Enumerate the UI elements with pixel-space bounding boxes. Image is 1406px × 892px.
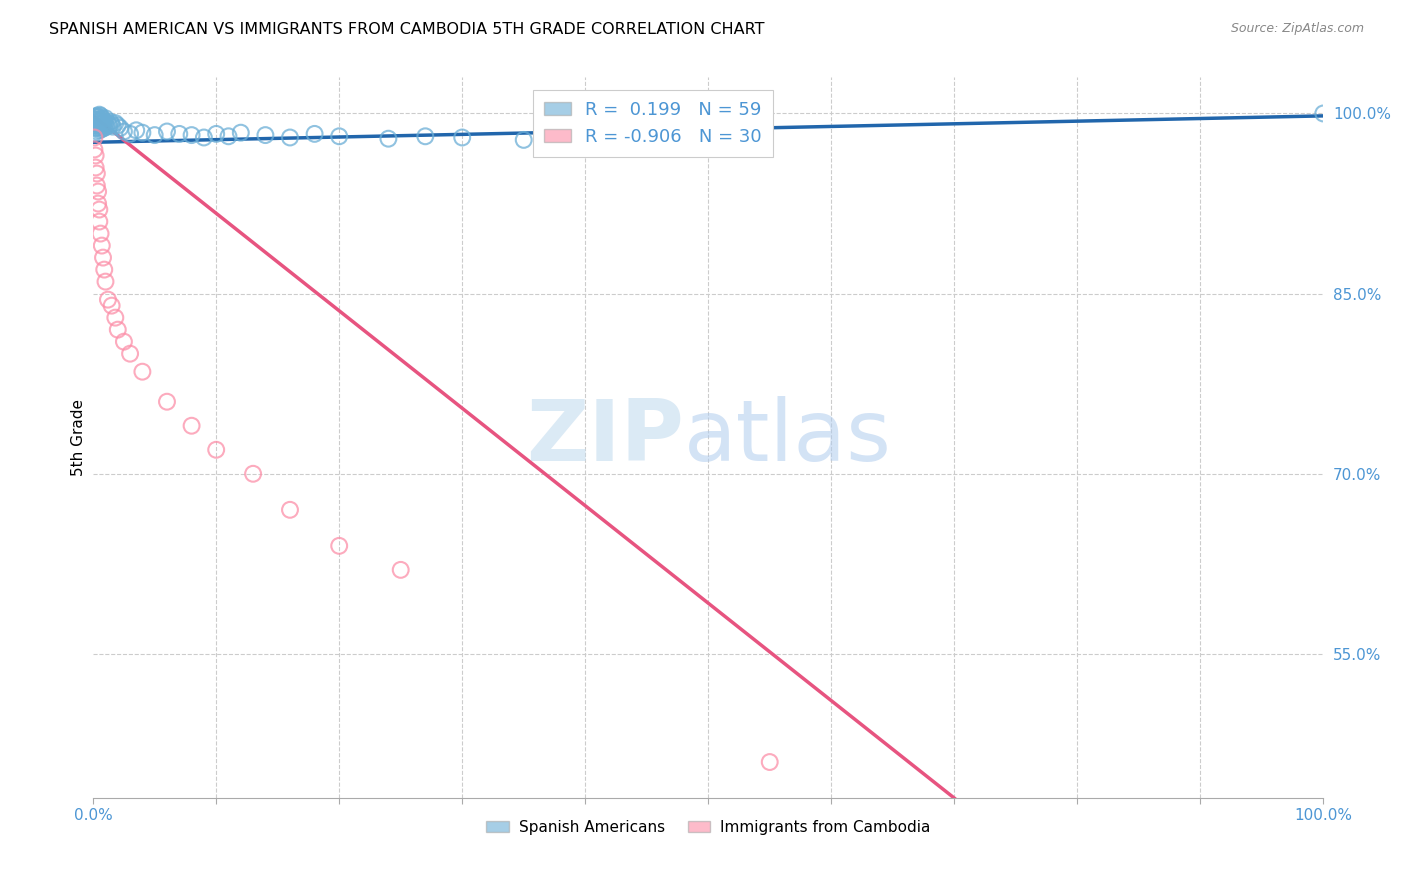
Point — [304, 127, 326, 141]
Text: SPANISH AMERICAN VS IMMIGRANTS FROM CAMBODIA 5TH GRADE CORRELATION CHART: SPANISH AMERICAN VS IMMIGRANTS FROM CAMB… — [49, 22, 765, 37]
Point — [86, 112, 108, 127]
Point — [90, 113, 112, 128]
Point — [512, 133, 534, 147]
Text: ZIP: ZIP — [526, 396, 683, 479]
Point — [107, 119, 129, 133]
Point — [758, 755, 780, 769]
Point — [104, 116, 127, 130]
Point — [112, 334, 135, 349]
Point — [97, 116, 120, 130]
Point — [83, 130, 105, 145]
Point — [98, 119, 121, 133]
Point — [156, 124, 179, 138]
Point — [229, 126, 252, 140]
Point — [156, 394, 179, 409]
Point — [83, 112, 105, 127]
Point — [89, 117, 111, 131]
Text: Source: ZipAtlas.com: Source: ZipAtlas.com — [1230, 22, 1364, 36]
Point — [101, 120, 124, 134]
Point — [86, 124, 108, 138]
Point — [377, 131, 399, 145]
Point — [86, 119, 108, 133]
Point — [90, 116, 112, 130]
Point — [93, 115, 115, 129]
Point — [90, 109, 112, 123]
Point — [328, 129, 350, 144]
Point — [83, 143, 105, 157]
Point — [89, 123, 111, 137]
Legend: R =  0.199   N = 59, R = -0.906   N = 30: R = 0.199 N = 59, R = -0.906 N = 30 — [533, 90, 773, 157]
Point — [100, 117, 122, 131]
Point — [242, 467, 264, 481]
Point — [91, 251, 114, 265]
Point — [87, 196, 110, 211]
Point — [90, 227, 112, 241]
Point — [1312, 106, 1334, 120]
Point — [180, 418, 202, 433]
Point — [87, 185, 110, 199]
Point — [193, 130, 215, 145]
Point — [93, 120, 115, 135]
Point — [131, 365, 153, 379]
Point — [91, 112, 114, 127]
Point — [94, 112, 117, 126]
Point — [91, 119, 114, 133]
Point — [93, 262, 115, 277]
Point — [599, 134, 621, 148]
Point — [100, 115, 122, 129]
Point — [125, 123, 148, 137]
Point — [86, 178, 108, 193]
Point — [84, 116, 107, 130]
Point — [90, 112, 112, 126]
Point — [328, 539, 350, 553]
Point — [389, 563, 412, 577]
Point — [90, 122, 112, 136]
Point — [87, 115, 110, 129]
Point — [87, 110, 110, 124]
Point — [90, 238, 112, 252]
Point — [254, 128, 277, 142]
Point — [84, 161, 107, 175]
Y-axis label: 5th Grade: 5th Grade — [72, 400, 86, 476]
Point — [96, 120, 118, 134]
Point — [89, 214, 111, 228]
Point — [120, 127, 142, 141]
Point — [83, 119, 105, 133]
Point — [205, 442, 228, 457]
Point — [451, 130, 474, 145]
Point — [120, 347, 142, 361]
Point — [169, 127, 191, 141]
Point — [413, 129, 436, 144]
Point — [180, 128, 202, 142]
Point — [87, 120, 110, 135]
Point — [97, 293, 120, 307]
Point — [86, 167, 108, 181]
Point — [89, 108, 111, 122]
Point — [84, 120, 107, 135]
Point — [218, 129, 240, 144]
Point — [278, 503, 301, 517]
Point — [84, 110, 107, 124]
Point — [84, 148, 107, 162]
Point — [110, 120, 132, 135]
Point — [104, 310, 127, 325]
Point — [89, 112, 111, 127]
Point — [89, 202, 111, 217]
Point — [112, 124, 135, 138]
Text: atlas: atlas — [683, 396, 891, 479]
Point — [143, 128, 166, 142]
Point — [205, 127, 228, 141]
Point — [100, 299, 122, 313]
Point — [94, 275, 117, 289]
Point — [278, 130, 301, 145]
Point — [94, 117, 117, 131]
Point — [107, 323, 129, 337]
Point — [131, 126, 153, 140]
Point — [86, 109, 108, 123]
Point — [90, 120, 112, 134]
